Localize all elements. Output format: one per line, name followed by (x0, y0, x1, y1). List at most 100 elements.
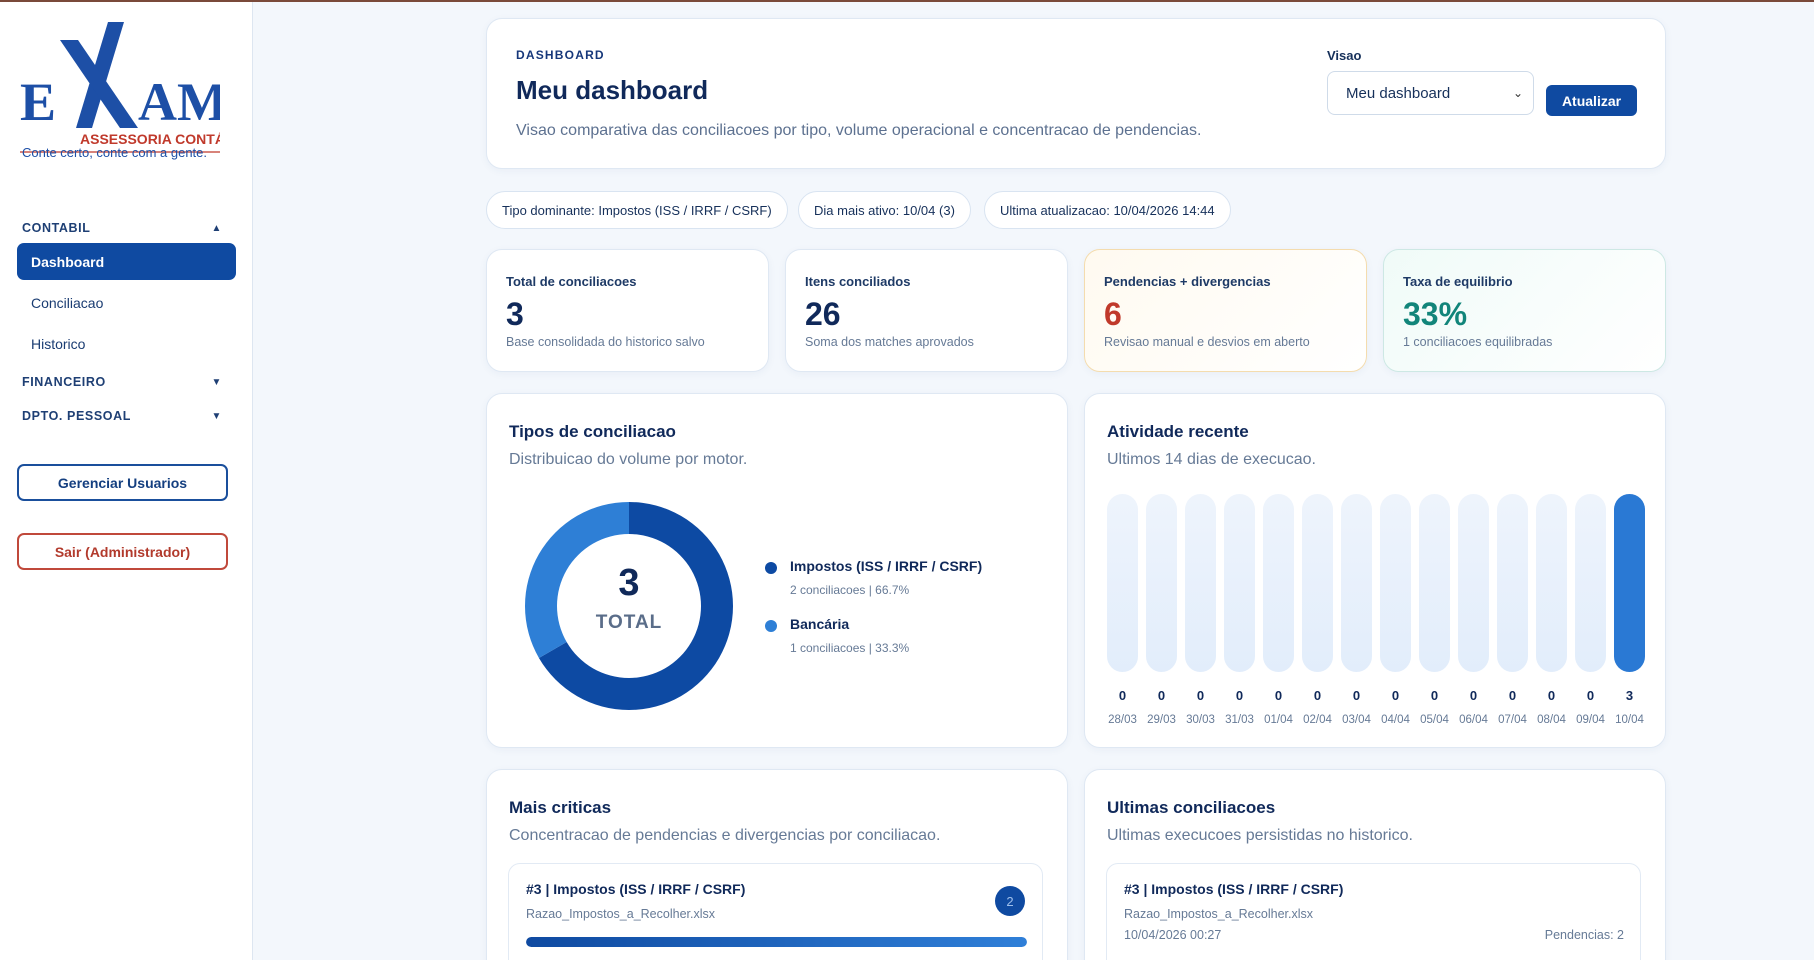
sidebar-item-conciliacao[interactable]: Conciliacao (17, 284, 236, 321)
sidebar-item-label: Historico (31, 335, 86, 352)
panel-subtitle: Ultimos 14 dias de execucao. (1107, 451, 1316, 468)
stat-subtitle: 1 conciliacoes equilibradas (1403, 335, 1553, 349)
bar-date-label: 29/03 (1147, 714, 1176, 726)
bar-value-label: 0 (1586, 688, 1595, 703)
donut-chart-svg (525, 502, 733, 710)
bar-value-label: 0 (1391, 688, 1400, 703)
donut-total-label: TOTAL (595, 612, 663, 633)
bar-date-label: 31/03 (1225, 714, 1254, 726)
activity-panel: Atividade recente Ultimos 14 dias de exe… (1084, 393, 1666, 748)
chevron-down-icon: ▼ (211, 376, 222, 388)
donut-slice-1[interactable] (525, 502, 629, 658)
stat-label: Itens conciliados (805, 274, 911, 289)
critical-panel: Mais criticas Concentracao de pendencias… (486, 769, 1068, 960)
stat-subtitle: Revisao manual e desvios em aberto (1104, 335, 1310, 349)
bar-track (1341, 494, 1372, 672)
nav-section-label: FINANCEIRO (22, 375, 106, 389)
bar-date-label: 06/04 (1459, 714, 1488, 726)
legend-dot (765, 562, 777, 574)
bar-track (1536, 494, 1567, 672)
stat-card-items: Itens conciliados 26 Soma dos matches ap… (785, 249, 1068, 372)
view-label: Visao (1327, 48, 1362, 63)
bar-date-label: 03/04 (1342, 714, 1371, 726)
bar-track (1185, 494, 1216, 672)
exam-logo[interactable]: E AM ASSESSORIA CONTÁBIL (20, 20, 248, 165)
donut-slice-0[interactable] (538, 502, 733, 710)
legend-name: Impostos (ISS / IRRF / CSRF) (790, 558, 983, 574)
stat-card-total: Total de conciliacoes 3 Base consolidada… (486, 249, 769, 372)
legend-name: Bancária (790, 616, 850, 632)
stat-label: Pendencias + divergencias (1104, 274, 1271, 289)
recent-item[interactable]: #3 | Impostos (ISS / IRRF / CSRF) Razao_… (1106, 863, 1641, 960)
panel-title: Mais criticas (509, 798, 612, 817)
bar-track (1107, 494, 1138, 672)
nav-section-dpto-pessoal[interactable]: DPTO. PESSOAL ▼ (22, 409, 222, 423)
bar-date-label: 07/04 (1498, 714, 1527, 726)
bar-value-label: 0 (1430, 688, 1439, 703)
stat-value: 33% (1403, 296, 1468, 332)
bar-value-label: 0 (1118, 688, 1127, 703)
bar-value-label: 0 (1508, 688, 1517, 703)
sidebar-item-dashboard[interactable]: Dashboard (17, 243, 236, 280)
panel-title: Atividade recente (1107, 422, 1249, 441)
svg-text:AM: AM (138, 72, 220, 132)
bar-value-label: 0 (1196, 688, 1205, 703)
donut-total-value: 3 (618, 562, 640, 604)
exam-logo-graphic: E AM ASSESSORIA CONTÁBIL (20, 22, 248, 153)
view-select-value: Meu dashboard (1346, 84, 1451, 102)
refresh-button[interactable]: Atualizar (1546, 85, 1637, 116)
nav-section-label: DPTO. PESSOAL (22, 409, 131, 423)
stat-value: 3 (506, 296, 524, 332)
page-description: Visao comparativa das conciliacoes por t… (516, 122, 1202, 139)
stat-card-pending: Pendencias + divergencias 6 Revisao manu… (1084, 249, 1367, 372)
chevron-down-icon: ⌄ (1512, 86, 1523, 100)
bar-value-label: 0 (1157, 688, 1166, 703)
bar-value-label: 0 (1274, 688, 1283, 703)
legend-meta: 1 conciliacoes | 33.3% (790, 641, 910, 655)
sidebar-item-label: Dashboard (31, 253, 105, 270)
criticality-progress (526, 937, 1027, 947)
item-file: Razao_Impostos_a_Recolher.xlsx (526, 907, 715, 921)
bar-date-label: 02/04 (1303, 714, 1332, 726)
critical-item[interactable]: #3 | Impostos (ISS / IRRF / CSRF) Razao_… (508, 863, 1043, 960)
bar-date-label: 05/04 (1420, 714, 1449, 726)
bar-date-label: 30/03 (1186, 714, 1215, 726)
bar-track (1224, 494, 1255, 672)
nav-section-contabil[interactable]: CONTABIL ▲ (22, 221, 222, 235)
sidebar-item-historico[interactable]: Historico (17, 325, 236, 362)
bar-date-label: 28/03 (1108, 714, 1137, 726)
svg-text:E: E (20, 72, 56, 132)
panel-subtitle: Ultimas execucoes persistidas no histori… (1107, 827, 1413, 844)
bar-fill (1614, 494, 1645, 672)
stat-label: Total de conciliacoes (506, 274, 637, 289)
page-title: Meu dashboard (516, 75, 709, 105)
sidebar-item-label: Conciliacao (31, 294, 104, 311)
chevron-up-icon: ▲ (211, 222, 222, 234)
bar-track (1458, 494, 1489, 672)
stat-value: 6 (1104, 296, 1122, 332)
legend-meta: 2 conciliacoes | 66.7% (790, 583, 910, 597)
bar-track (1263, 494, 1294, 672)
manage-users-button[interactable]: Gerenciar Usuarios (17, 464, 228, 501)
bar-value-label: 3 (1625, 688, 1634, 703)
page-eyebrow: DASHBOARD (516, 48, 605, 62)
chevron-down-icon: ▼ (211, 410, 222, 422)
bar-track (1575, 494, 1606, 672)
types-panel: Tipos de conciliacao Distribuicao do vol… (486, 393, 1068, 748)
item-title: #3 | Impostos (ISS / IRRF / CSRF) (526, 881, 746, 897)
item-pending: Pendencias: 2 (1544, 928, 1624, 942)
bar-track (1497, 494, 1528, 672)
nav-section-label: CONTABIL (22, 221, 91, 235)
bar-value-label: 0 (1313, 688, 1322, 703)
logout-button[interactable]: Sair (Administrador) (17, 533, 228, 570)
nav-section-financeiro[interactable]: FINANCEIRO ▼ (22, 375, 222, 389)
stat-label: Taxa de equilibrio (1403, 274, 1513, 289)
chip-dominant-type: Tipo dominante: Impostos (ISS / IRRF / C… (486, 191, 788, 229)
bar-date-label: 09/04 (1576, 714, 1605, 726)
chip-last-update: Ultima atualizacao: 10/04/2026 14:44 (984, 191, 1231, 229)
panel-subtitle: Concentracao de pendencias e divergencia… (509, 827, 941, 844)
view-select[interactable]: Meu dashboard ⌄ (1327, 71, 1534, 115)
bar-track (1146, 494, 1177, 672)
svg-text:ASSESSORIA CONTÁBIL: ASSESSORIA CONTÁBIL (80, 131, 220, 147)
bar-date-label: 08/04 (1537, 714, 1566, 726)
